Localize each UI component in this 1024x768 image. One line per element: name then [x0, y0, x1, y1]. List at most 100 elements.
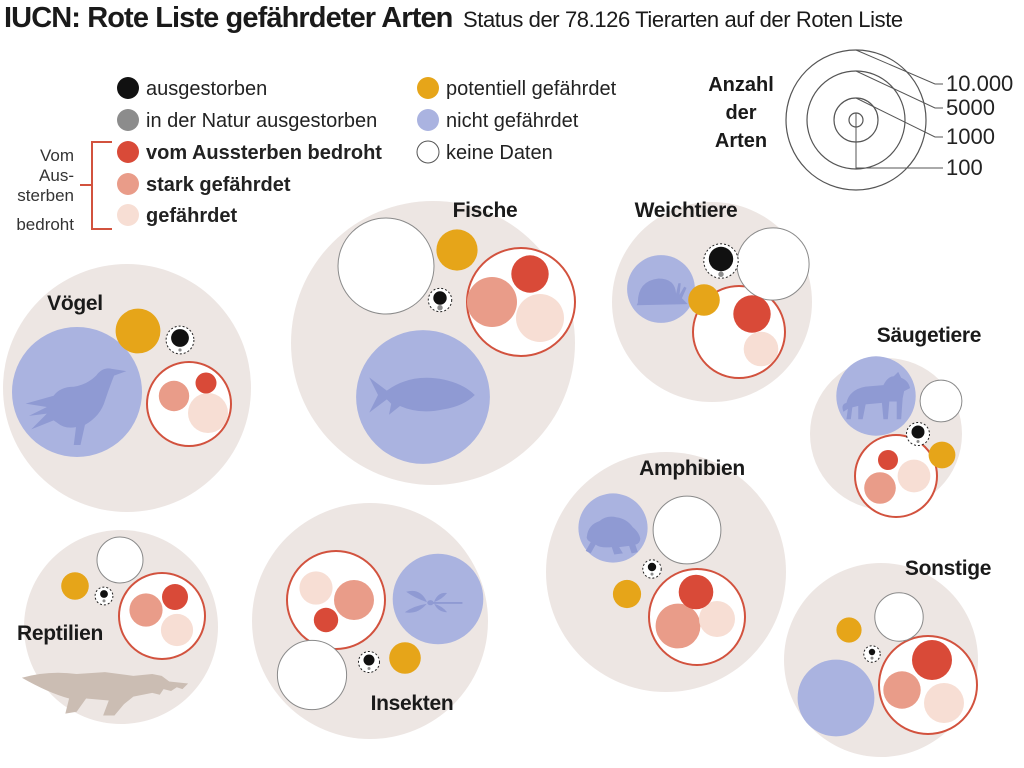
chart-title: IUCN: Rote Liste gefährdeter Arten [4, 2, 453, 34]
bubble-voegel-extinct-wild [178, 348, 182, 352]
size-legend-title-1: Anzahl [708, 74, 774, 96]
legend-swatch-critically [117, 141, 139, 163]
bubble-sonstige-extinct [868, 648, 876, 656]
legend-label-extinct-wild: in der Natur ausgestorben [146, 110, 377, 132]
legend-label-data-deficient: keine Daten [446, 142, 553, 164]
bubble-saeugetiere-critically [878, 450, 898, 470]
bubble-amphibien-extinct [647, 562, 657, 572]
legend-item-endangered: stark gefährdet [117, 173, 291, 196]
bubble-fische-endangered [467, 277, 517, 327]
size-leader-5000 [855, 70, 943, 109]
legend-label-near-threatened: potentiell gefährdet [446, 78, 617, 100]
bubble-fische-critically [511, 255, 549, 293]
bubble-voegel-vulnerable [188, 393, 228, 433]
bubble-insekten-extinct [363, 654, 375, 666]
bubble-saeugetiere-data-deficient [919, 379, 963, 423]
bubble-weichtiere-extinct [708, 246, 734, 272]
legend-item-data-deficient: keine Daten [416, 140, 553, 164]
group-saeugetiere: Säugetiere [810, 324, 981, 518]
bubble-weichtiere-data-deficient [736, 227, 810, 301]
bubble-amphibien-endangered [655, 603, 701, 649]
bubble-saeugetiere-near-threatened [928, 441, 956, 469]
bubble-fische-vulnerable [516, 294, 564, 342]
bubble-sonstige-data-deficient [874, 592, 924, 642]
group-label-voegel: Vögel [47, 292, 103, 315]
bubble-amphibien-critically [678, 574, 714, 610]
legend-item-extinct-wild: in der Natur ausgestorben [117, 109, 377, 132]
bubble-voegel-endangered [158, 380, 190, 412]
bubble-voegel-critically [195, 372, 217, 394]
size-label-5000: 5000 [946, 95, 995, 120]
group-amphibien: Amphibien [546, 452, 786, 692]
group-voegel: Vögel [3, 264, 251, 512]
bubble-reptilien-extinct [100, 590, 108, 598]
legend-item-extinct: ausgestorben [117, 77, 267, 100]
group-label-reptilien: Reptilien [17, 622, 103, 645]
legend-swatch-endangered [117, 173, 139, 195]
chart-subtitle: Status der 78.126 Tierarten auf der Rote… [462, 7, 903, 32]
legend-bracket-line-1: Vom [40, 146, 74, 165]
header: IUCN: Rote Liste gefährdeter Arten Statu… [4, 2, 903, 35]
bubble-reptilien-endangered [129, 593, 163, 627]
legend-swatch-extinct-wild [117, 109, 139, 131]
bubble-sonstige-least-concern [797, 659, 875, 737]
bubble-saeugetiere-extinct [911, 425, 925, 439]
group-label-weichtiere: Weichtiere [635, 199, 738, 222]
legend-label-least-concern: nicht gefährdet [446, 110, 579, 132]
bubble-fische-extinct-wild [437, 305, 443, 311]
size-leader-1000 [855, 97, 943, 138]
bubble-weichtiere-vulnerable [743, 331, 779, 367]
group-fische: Fische [291, 199, 576, 485]
bubble-amphibien-vulnerable [699, 601, 735, 637]
size-label-10000: 10.000 [946, 71, 1013, 96]
bubble-amphibien-near-threatened [612, 579, 642, 609]
legend-swatch-extinct [117, 77, 139, 99]
legend-swatch-near-threatened [417, 77, 439, 99]
group-bg-amphibien [546, 452, 786, 692]
bubble-groups: Fische Vögel Weichtiere Säugetiere Amphibien… [3, 199, 991, 757]
bubble-saeugetiere-vulnerable [897, 459, 931, 493]
legend-label-extinct: ausgestorben [146, 78, 267, 100]
size-label-100: 100 [946, 155, 983, 180]
size-legend: Anzahl der Arten 10.000 5000 1000 100 [708, 49, 1013, 191]
group-reptilien: Reptilien [17, 530, 218, 724]
bubble-insekten-critically [313, 607, 339, 633]
legend-label-vulnerable: gefährdet [146, 205, 237, 227]
bubble-sonstige-extinct-wild [870, 656, 874, 660]
legend-item-critically: vom Aussterben bedroht [117, 141, 382, 164]
size-legend-title-2: der [725, 102, 756, 124]
legend-item-least-concern: nicht gefährdet [417, 109, 579, 132]
legend-threat-bracket [91, 141, 112, 230]
legend-label-critically: vom Aussterben bedroht [146, 142, 382, 164]
bubble-fische-extinct [433, 291, 447, 305]
group-label-fische: Fische [453, 199, 518, 222]
legend-swatch-vulnerable [117, 204, 139, 226]
bubble-sonstige-near-threatened [836, 617, 862, 643]
group-label-amphibien: Amphibien [639, 457, 745, 480]
legend-bracket-line-2: Aus- [39, 166, 74, 185]
group-weichtiere: Weichtiere [612, 199, 812, 402]
bubble-saeugetiere-endangered [864, 472, 896, 504]
bubble-amphibien-data-deficient [652, 495, 722, 565]
size-leader-10000 [855, 49, 943, 85]
legend-item-near-threatened: potentiell gefährdet [417, 77, 617, 100]
legend-bracket-line-4: bedroht [16, 215, 74, 234]
group-label-saeugetiere: Säugetiere [877, 324, 981, 347]
legend-bracket-line-3: sterben [17, 186, 74, 205]
bubble-reptilien-near-threatened [61, 572, 89, 600]
bubble-reptilien-data-deficient [96, 536, 144, 584]
legend: ausgestorben in der Natur ausgestorben v… [16, 77, 617, 234]
bubble-sonstige-endangered [883, 671, 921, 709]
group-insekten: Insekten [252, 503, 488, 739]
bubble-reptilien-critically [162, 584, 188, 610]
bubble-weichtiere-extinct-wild [718, 271, 724, 277]
bubble-sonstige-critically [912, 640, 952, 680]
group-label-sonstige: Sonstige [905, 557, 991, 580]
legend-item-vulnerable: gefährdet [117, 204, 237, 227]
bubble-voegel-extinct [171, 329, 189, 347]
legend-label-endangered: stark gefährdet [146, 174, 291, 196]
bubble-reptilien-extinct-wild [102, 599, 106, 603]
size-label-1000: 1000 [946, 124, 995, 149]
bubble-insekten-extinct-wild [367, 666, 371, 670]
